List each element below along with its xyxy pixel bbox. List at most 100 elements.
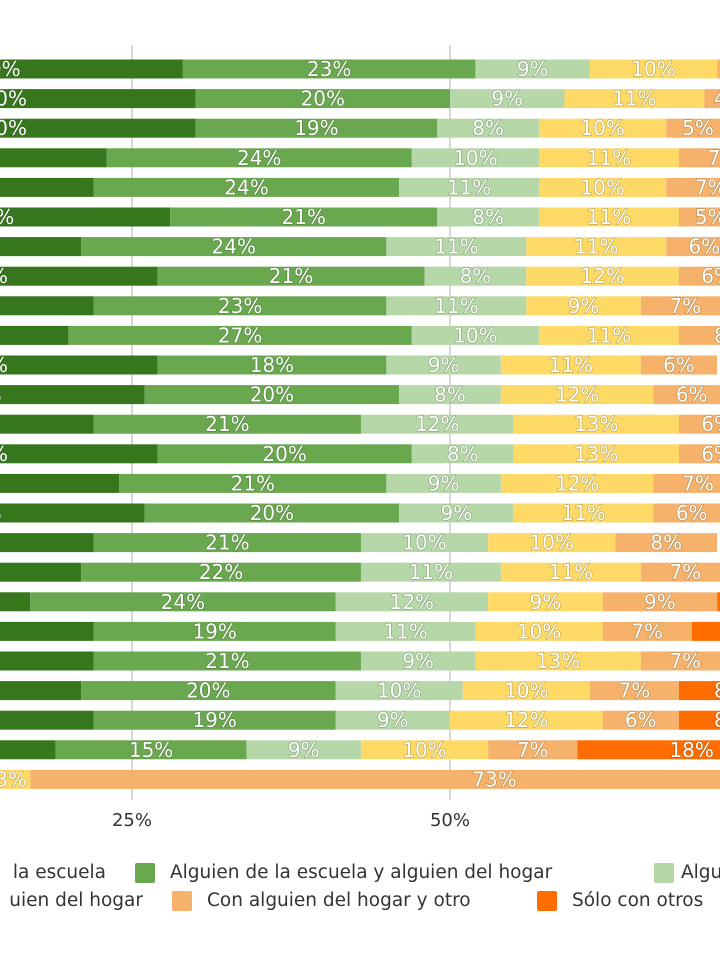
data-label-row13-series2: 21% xyxy=(205,412,249,436)
data-label-row24-series2: 15% xyxy=(129,738,173,762)
data-label-row2-series1: 30% xyxy=(0,87,27,111)
data-label-row18-series4: 11% xyxy=(549,560,593,584)
bar-segment-row2-series2 xyxy=(195,89,450,109)
bar-segment-row18-series4 xyxy=(500,562,641,582)
bar-segment-row23-series6 xyxy=(678,710,720,730)
data-label-row10-series2: 27% xyxy=(218,323,262,347)
bar-segment-row25-series4 xyxy=(0,769,31,789)
bar-segment-row7-series3 xyxy=(386,237,527,257)
bar-segment-row24-series2 xyxy=(55,740,247,760)
bar-segment-row17-series5 xyxy=(615,533,718,553)
bar-segment-row23-series4 xyxy=(450,710,603,730)
legend-swatch-2[interactable] xyxy=(135,863,155,883)
data-label-row6-series5: 5% xyxy=(695,205,720,229)
bar-segment-row22-series2 xyxy=(81,681,336,701)
bar-segment-row3-series1 xyxy=(0,118,196,138)
bar-segment-row4-series5 xyxy=(678,148,720,168)
data-label-row5-series2: 24% xyxy=(224,175,268,199)
bar-segment-row5-series5 xyxy=(666,177,720,197)
data-label-row11-series1: 27% xyxy=(0,353,8,377)
bar-segment-row19-series5 xyxy=(602,592,718,612)
bar-segment-row9-series5 xyxy=(640,296,720,316)
legend-swatch-5[interactable] xyxy=(172,891,192,911)
bar-segment-row12-series4 xyxy=(500,385,654,405)
bar-segment-row22-series3 xyxy=(335,681,463,701)
data-label-row16-series5: 6% xyxy=(676,501,708,525)
data-label-row19-series3: 12% xyxy=(390,590,434,614)
legend-swatch-6[interactable] xyxy=(537,891,557,911)
data-label-row20-series2: 19% xyxy=(192,619,236,643)
bar-segment-row3-series5 xyxy=(666,118,720,138)
bar-segment-row17-series3 xyxy=(360,533,489,553)
data-label-row21-series2: 21% xyxy=(205,649,249,673)
bar-segment-row24-series4 xyxy=(360,740,489,760)
legend-swatch-3[interactable] xyxy=(654,863,674,883)
bar-segment-row11-series2 xyxy=(157,355,387,375)
data-label-row7-series2: 24% xyxy=(212,235,256,259)
data-label-row16-series2: 20% xyxy=(250,501,294,525)
data-label-row3-series5: 5% xyxy=(682,116,714,140)
bar-segment-row7-series4 xyxy=(526,237,667,257)
bar-segment-row16-series4 xyxy=(513,503,654,523)
data-label-row21-series4: 13% xyxy=(536,649,580,673)
data-label-row12-series3: 8% xyxy=(434,383,466,407)
data-label-row20-series3: 11% xyxy=(383,619,427,643)
bar-segment-row19-series2 xyxy=(30,592,336,612)
legend-label-3[interactable]: Algui xyxy=(681,862,720,883)
bar-segment-row22-series1 xyxy=(0,681,82,701)
legend-label-2[interactable]: Alguien de la escuela y alguien del hoga… xyxy=(170,862,553,883)
data-label-row6-series1: 28% xyxy=(0,205,14,229)
bar-segment-row5-series2 xyxy=(93,177,400,197)
data-label-row3-series4: 10% xyxy=(580,116,624,140)
bar-segment-row5-series4 xyxy=(539,177,667,197)
data-label-row2-series3: 9% xyxy=(491,87,523,111)
data-label-row22-series6: 8% xyxy=(714,679,720,703)
x-axis-ticks: 25% 50% xyxy=(112,810,470,831)
bar-segment-row24-series6 xyxy=(577,740,720,760)
data-label-row17-series5: 8% xyxy=(650,531,682,555)
bar-segment-row20-series1 xyxy=(0,621,94,641)
bars: 29%23%9%10%4%30%20%9%11%4%30%19%8%10%5%2… xyxy=(0,56,720,792)
bar-segment-row17-series4 xyxy=(488,533,616,553)
data-label-row12-series5: 6% xyxy=(676,383,708,407)
bar-segment-row4-series1 xyxy=(0,148,107,168)
bar-segment-row6-series2 xyxy=(170,207,438,227)
legend-label-5[interactable]: Con alguien del hogar y otro xyxy=(207,890,471,911)
bar-segment-row13-series1 xyxy=(0,414,94,434)
data-label-row10-series5: 8% xyxy=(714,323,720,347)
bar-segment-row16-series5 xyxy=(653,503,720,523)
bar-segment-row18-series2 xyxy=(81,562,361,582)
data-label-row18-series2: 22% xyxy=(199,560,243,584)
bar-segment-row13-series2 xyxy=(93,414,361,434)
bar-segment-row1-series5 xyxy=(717,59,720,79)
data-label-row6-series2: 21% xyxy=(281,205,325,229)
legend-label-1[interactable]: la escuela xyxy=(12,862,106,883)
bar-segment-row21-series2 xyxy=(93,651,361,671)
data-label-row4-series3: 10% xyxy=(453,146,497,170)
data-label-row13-series4: 13% xyxy=(574,412,618,436)
bar-segment-row6-series3 xyxy=(437,207,540,227)
legend-label-6[interactable]: Sólo con otros xyxy=(572,890,704,911)
data-label-row1-series2: 23% xyxy=(307,57,351,81)
data-label-row24-series3: 9% xyxy=(288,738,320,762)
bar-segment-row20-series6 xyxy=(691,621,720,641)
data-label-row17-series2: 21% xyxy=(205,531,249,555)
data-label-row10-series4: 11% xyxy=(587,323,631,347)
data-label-row16-series1: 26% xyxy=(0,501,2,525)
legend-label-4[interactable]: uien del hogar xyxy=(9,890,143,911)
data-label-row4-series2: 24% xyxy=(237,146,281,170)
bar-segment-row17-series2 xyxy=(93,533,361,553)
data-label-row21-series3: 9% xyxy=(402,649,434,673)
bar-segment-row7-series1 xyxy=(0,237,82,257)
data-label-row16-series4: 11% xyxy=(561,501,605,525)
data-label-row8-series5: 6% xyxy=(701,264,720,288)
bar-segment-row14-series2 xyxy=(157,444,412,464)
bar-segment-row3-series4 xyxy=(539,118,667,138)
bar-segment-row2-series4 xyxy=(564,89,705,109)
data-label-row3-series1: 30% xyxy=(0,116,27,140)
bar-segment-row21-series3 xyxy=(360,651,476,671)
data-label-row8-series3: 8% xyxy=(460,264,492,288)
data-label-row22-series5: 7% xyxy=(619,679,651,703)
data-label-row18-series5: 7% xyxy=(669,560,701,584)
data-label-row4-series5: 7% xyxy=(708,146,720,170)
